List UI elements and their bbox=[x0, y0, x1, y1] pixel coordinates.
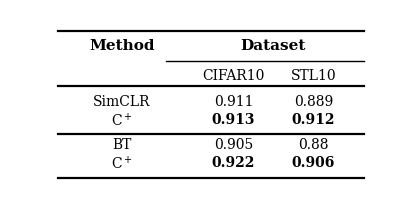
Text: CIFAR10: CIFAR10 bbox=[202, 69, 265, 83]
Text: 0.922: 0.922 bbox=[212, 156, 255, 170]
Text: STL10: STL10 bbox=[290, 69, 336, 83]
Text: 0.905: 0.905 bbox=[214, 138, 253, 152]
Text: 0.913: 0.913 bbox=[212, 113, 255, 127]
Text: 0.912: 0.912 bbox=[292, 113, 335, 127]
Text: 0.889: 0.889 bbox=[294, 95, 333, 109]
Text: C$^+$: C$^+$ bbox=[111, 155, 133, 172]
Text: Method: Method bbox=[89, 39, 154, 53]
Text: 0.911: 0.911 bbox=[214, 95, 253, 109]
Text: C$^+$: C$^+$ bbox=[111, 112, 133, 129]
Text: BT: BT bbox=[112, 138, 131, 152]
Text: 0.906: 0.906 bbox=[292, 156, 335, 170]
Text: 0.88: 0.88 bbox=[298, 138, 329, 152]
Text: Dataset: Dataset bbox=[241, 39, 306, 53]
Text: SimCLR: SimCLR bbox=[93, 95, 150, 109]
